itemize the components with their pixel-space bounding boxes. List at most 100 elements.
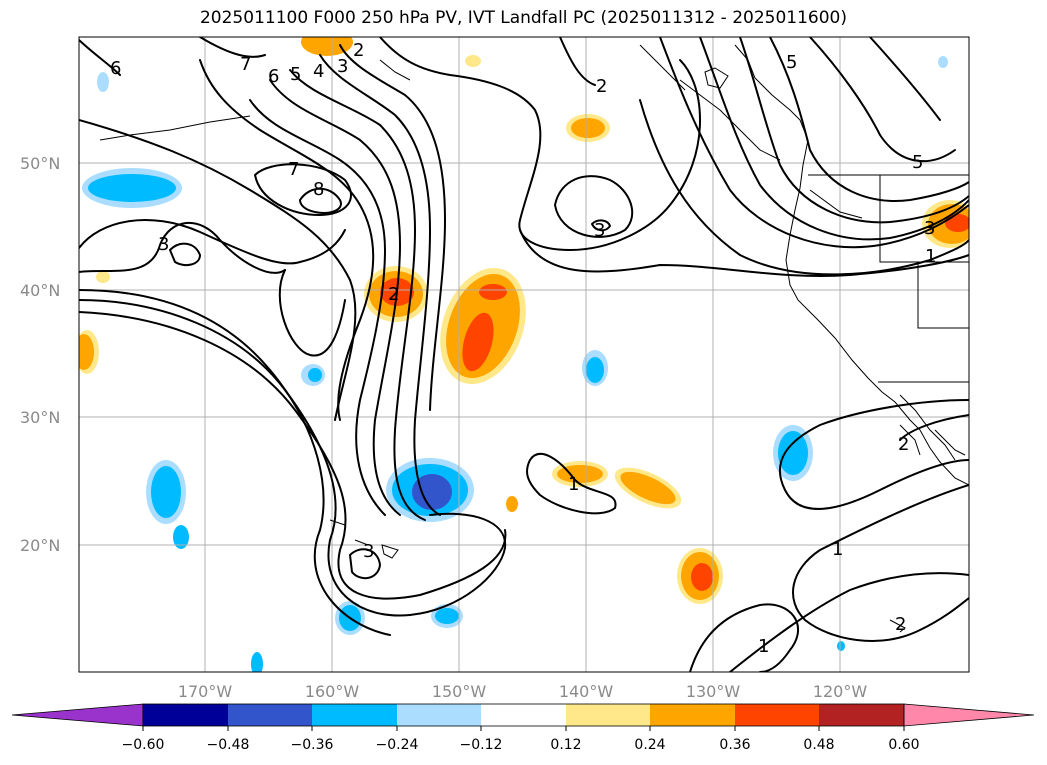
colorbar-tick-label: −0.48 [207,737,250,753]
neg-blob [586,357,604,383]
contour-line [792,484,969,642]
contour-line [79,311,507,600]
neg-blob [837,641,845,651]
contour-label: 3 [924,218,935,239]
pos-blob [465,55,481,67]
lat-label: 20°N [20,536,60,555]
contour-line [79,219,346,265]
neg-blob [173,525,189,549]
contour-line [199,59,375,421]
lat-label: 40°N [20,281,60,300]
pos-blob [479,284,507,300]
latitude-labels: 50°N 40°N 30°N 20°N [20,154,60,555]
map-title: 2025011100 F000 250 hPa PV, IVT Landfall… [199,8,847,28]
pos-blob [301,37,353,56]
contour-line [289,69,426,521]
contour-line [554,175,634,238]
colorbar-segment [566,704,650,726]
contour-label: 2 [895,614,906,635]
contour-label: 7 [240,54,251,75]
contour-line [639,99,969,276]
contour-line [689,603,800,672]
colorbar-segment [312,704,397,726]
colorbar-segment [650,704,735,726]
contour-line [269,79,401,516]
neg-blob [308,368,322,382]
contour-line [519,229,969,278]
colorbar-min-extension [11,703,144,727]
contour-label: 2 [898,434,909,455]
contour-line [299,187,342,214]
colorbar-max-extension [903,703,1035,727]
neg-blob [97,72,109,92]
colorbar-tick-label: −0.36 [291,737,334,753]
contour-line [869,37,941,121]
contour-line [79,222,286,274]
contour-line [254,163,352,216]
contour-line [739,37,969,224]
colorbar: −0.60 −0.48 −0.36 −0.24 −0.12 0.12 0.24 … [11,703,1035,753]
neg-blob [151,466,181,518]
lon-label: 170°W [178,682,233,701]
longitude-labels: 170°W 160°W 150°W 140°W 130°W 120°W [178,682,868,701]
contour-line [526,453,617,515]
colorbar-tick-label: 0.36 [719,737,750,753]
colorbar-segment [143,704,228,726]
pos-blob [938,56,948,68]
pos-blob [96,271,110,283]
contour-label: 3 [594,220,605,241]
contour-label: 6 [268,66,279,87]
colorbar-tick-label: 0.24 [634,737,665,753]
contour-line [79,119,357,421]
contour-line [199,37,266,58]
colorbar-tick-label: −0.24 [376,737,419,753]
pos-blob [462,312,494,372]
contour-line [769,37,969,202]
neg-blob [88,174,176,202]
map-frame [78,36,970,673]
contour-line [249,99,386,516]
contour-labels: 7 6 5 4 3 2 6 5 7 8 3 3 2 3 1 1 2 1 1 2 … [110,40,936,657]
colorbar-tick-label: 0.12 [550,737,581,753]
contour-line [779,399,969,510]
colorbar-ticks [142,726,905,731]
contour-line [559,37,596,86]
contour-line [79,299,507,617]
contour-label: 3 [363,541,374,562]
contour-label: 2 [353,40,364,61]
contour-line [809,37,956,163]
contour-label: 6 [110,58,121,79]
contour-line [591,219,611,232]
graticule [79,37,969,672]
neg-blob [412,474,452,510]
colorbar-tick-label: 0.48 [803,737,834,753]
contour-label: 3 [158,234,169,255]
contour-line [79,39,121,76]
colorbar-tick-label: −0.60 [122,737,165,753]
contour-label: 8 [313,179,324,200]
contour-label: 1 [832,539,843,560]
pos-blob [506,496,518,512]
colorbar-segment [481,704,566,726]
neg-blob [435,608,459,624]
contour-line [379,37,701,251]
map-plot-area: 7 6 5 4 3 2 6 5 7 8 3 3 2 3 1 1 2 1 1 2 … [79,37,969,672]
pos-blob [571,118,605,138]
contour-line [729,572,969,672]
lat-label: 30°N [20,408,60,427]
pv-contours [79,37,969,672]
colorbar-segment [228,704,312,726]
neg-blob [251,652,263,672]
pos-blob [620,471,676,505]
contour-label: 1 [925,246,936,267]
map-background [79,37,969,672]
colorbar-tick-label: 0.60 [888,737,919,753]
colorbar-segment [397,704,481,726]
contour-line [349,548,381,580]
pos-blob [557,465,603,483]
contour-line [278,269,346,357]
colorbar-tick-label: −0.12 [460,737,503,753]
lat-label: 50°N [20,154,60,173]
colorbar-segment [735,704,819,726]
contour-line [319,54,441,516]
